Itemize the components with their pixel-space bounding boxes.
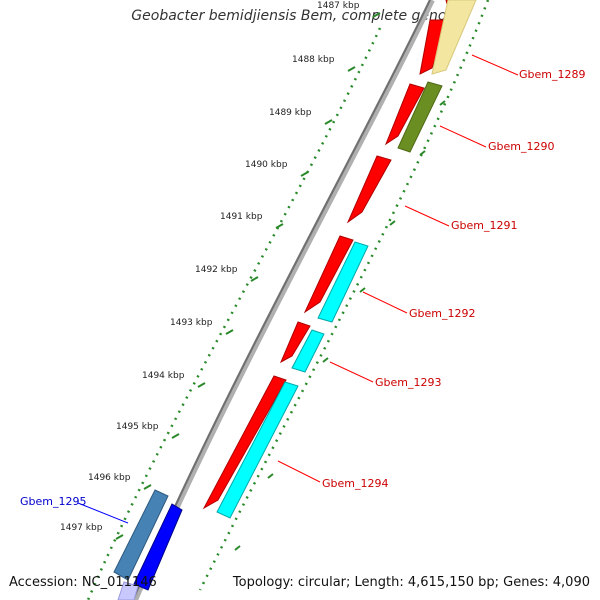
gene-label-gbem_1294[interactable]: Gbem_1294: [322, 477, 388, 490]
scale-tick-mark: [225, 329, 234, 335]
gene-cyan-1294: [216, 381, 299, 519]
leader-1293: [329, 361, 374, 383]
gene-label-gbem_1292[interactable]: Gbem_1292: [409, 307, 475, 320]
leader-1290: [439, 125, 487, 148]
scale-tick-mark: [324, 119, 333, 125]
gene-red-1293: [279, 321, 311, 364]
scale-tick-mark: [171, 433, 180, 439]
map-title: Geobacter bemidjiensis Bem, complete gen…: [131, 8, 469, 24]
outer-tick-mark: [439, 100, 446, 106]
outer-tick-track: [198, 0, 490, 591]
gene-labels: Gbem_1289 Gbem_1290 Gbem_1291 Gbem_1292 Gbem…: [20, 68, 585, 508]
gene-red-1292: [303, 235, 354, 314]
scale-tick-label: 1494 kbp: [142, 371, 185, 381]
outer-tick-mark: [267, 473, 274, 479]
scale-tick-mark: [197, 382, 206, 388]
outer-tick-mark: [359, 287, 366, 293]
scale-tick-label: 1489 kbp: [269, 108, 312, 118]
outer-ticks: [234, 100, 446, 551]
leader-1292: [362, 291, 408, 314]
topology-text: Topology: circular; Length: 4,615,150 bp…: [232, 575, 590, 590]
scale-tick-label: 1492 kbp: [195, 265, 238, 275]
scale-tick-label: 1497 kbp: [60, 523, 103, 533]
gene-lavender: [117, 581, 139, 600]
outer-tick-mark: [234, 545, 241, 551]
scale-tick-mark: [143, 484, 152, 490]
leader-1291: [404, 205, 450, 227]
scale-tick-label: 1493 kbp: [170, 318, 213, 328]
scale-tick-label: 1490 kbp: [245, 160, 288, 170]
gene-label-gbem_1291[interactable]: Gbem_1291: [451, 219, 517, 232]
gene-red-1291: [346, 155, 392, 224]
scale-tick-label: 1491 kbp: [220, 212, 263, 222]
gene-steel-1295: [113, 489, 169, 581]
gene-label-gbem_1295[interactable]: Gbem_1295: [20, 495, 86, 508]
scale-tick-mark: [300, 171, 309, 177]
gene-label-gbem_1293[interactable]: Gbem_1293: [375, 376, 441, 389]
gene-label-gbem_1289[interactable]: Gbem_1289: [519, 68, 585, 81]
scale-tick-mark: [372, 12, 381, 18]
outer-tick-mark: [389, 220, 396, 226]
scale-tick-mark: [275, 223, 284, 229]
leader-1289: [471, 54, 519, 76]
outer-tick-mark: [322, 357, 329, 363]
scale-tick-label: 1496 kbp: [88, 473, 131, 483]
gene-blue-1295: [133, 503, 183, 591]
gene-olive-1290: [397, 81, 443, 153]
gene-label-gbem_1290[interactable]: Gbem_1290: [488, 140, 554, 153]
scale-tick-mark: [347, 66, 356, 72]
gene-red-1294: [202, 375, 287, 510]
leader-1295: [77, 502, 129, 524]
gene-cyan-1293: [291, 329, 325, 373]
scale-tick-mark: [250, 276, 259, 282]
accession-text: Accession: NC_011146: [9, 575, 157, 590]
gene-red-1290: [384, 83, 425, 146]
scale-tick-label: 1495 kbp: [116, 422, 159, 432]
scale-tick-label: 1488 kbp: [292, 55, 335, 65]
scale-tick-label: 1487 kbp: [317, 1, 360, 11]
gene-cyan-1292: [317, 241, 369, 323]
outer-tick-mark: [419, 150, 426, 156]
gene-pale-1289: [431, 0, 477, 75]
leader-1294: [277, 460, 321, 483]
scale-ticks: 1487 kbp 1488 kbp 1489 kbp 1490 kbp 1491 kbp…: [60, 1, 381, 540]
scale-tick-mark: [115, 534, 124, 540]
